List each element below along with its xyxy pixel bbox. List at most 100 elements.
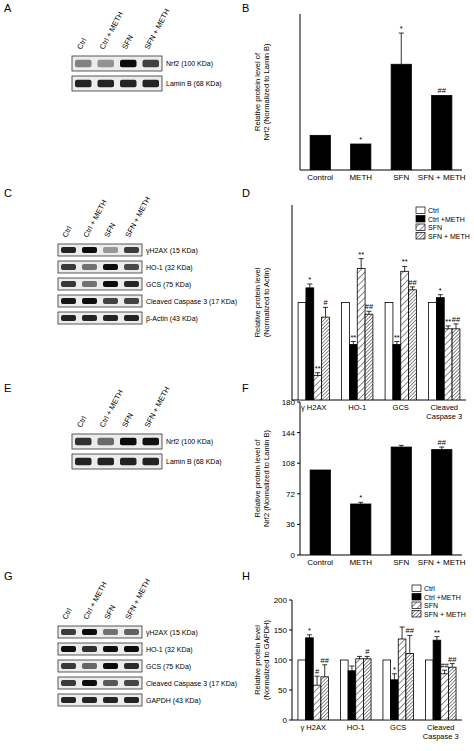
error-bar	[315, 676, 320, 685]
error-cap	[400, 627, 405, 628]
row-label: HO-1 (32 KDa)	[146, 264, 193, 272]
bars	[310, 33, 452, 170]
error-line	[452, 664, 453, 668]
band	[82, 315, 97, 321]
lane-label: SFN + METH	[123, 577, 152, 621]
error-bar	[400, 627, 405, 639]
label-line: Cleaved	[427, 723, 455, 732]
error-bar	[365, 656, 370, 658]
band	[82, 298, 97, 304]
label-line: GCS	[390, 723, 406, 732]
significance-mark: **	[358, 250, 364, 259]
significance-mark: ##	[448, 655, 457, 664]
y-tick	[297, 493, 300, 494]
error-bar	[307, 635, 312, 638]
error-line	[402, 627, 403, 639]
band	[61, 646, 76, 652]
significance-mark: ##	[408, 278, 417, 287]
label-line: Control	[307, 558, 333, 567]
x-tick-label: SFN + METH	[418, 173, 466, 182]
band	[103, 247, 118, 253]
bar	[306, 288, 314, 400]
bar	[340, 660, 348, 720]
error-line	[448, 326, 449, 329]
x-tick-label: METH	[349, 558, 372, 567]
significance-mark: ##	[406, 626, 415, 635]
band	[103, 629, 118, 635]
bar	[310, 135, 330, 170]
significance-mark: #	[323, 298, 328, 307]
label-line: METH	[349, 558, 372, 567]
error-bar	[446, 326, 451, 329]
legend-label: SFN	[424, 602, 438, 609]
blot-strip	[72, 454, 162, 469]
error-line	[394, 674, 395, 680]
bar	[432, 95, 452, 170]
lane-label: Ctrl	[60, 224, 74, 239]
figure: ACtrlCtrl + METHSFNSFN + METHNrf2 (100 K…	[0, 0, 474, 751]
blot-strip	[58, 643, 142, 655]
band	[103, 264, 118, 270]
y-tick-label: 0	[283, 716, 288, 725]
error-line	[309, 635, 310, 638]
significance-mark: *	[308, 275, 311, 284]
band	[124, 646, 139, 652]
error-line	[440, 295, 441, 298]
bar	[306, 638, 314, 720]
y-tick-label: 0	[291, 551, 296, 560]
error-bar	[315, 373, 320, 376]
x-tick-label: γ H2AX	[301, 403, 326, 412]
band	[143, 60, 160, 68]
band	[75, 458, 92, 466]
label-line: Caspase 3	[426, 412, 462, 421]
error-cap	[349, 666, 354, 667]
label-line: Cleaved	[430, 403, 458, 412]
lane-label: Ctrl	[75, 36, 89, 51]
bar	[448, 667, 456, 720]
y-axis-label: Nrf2 (Normalized to Lamin B)	[262, 43, 271, 141]
blot-strip	[72, 76, 162, 91]
label-line: Control	[307, 173, 333, 182]
band	[124, 663, 139, 669]
legend-swatch	[412, 602, 421, 609]
significance-mark: *	[359, 493, 362, 502]
label-line: γ H2AX	[301, 723, 326, 732]
row-label: Lamin B (68 KDa)	[166, 458, 222, 466]
bar	[313, 685, 321, 720]
legend-label: Ctrl	[428, 207, 439, 214]
blot-strip	[58, 261, 142, 273]
band	[143, 438, 160, 446]
row-label: GCS (75 KDa)	[146, 281, 191, 289]
x-tick-label: γ H2AX	[301, 723, 326, 732]
label-line: SFN	[393, 173, 409, 182]
legend-label: Ctrl +METH	[424, 594, 461, 601]
y-tick-label: 50	[278, 686, 287, 695]
bar	[425, 660, 433, 720]
error-bar	[394, 342, 399, 345]
band	[98, 438, 115, 446]
bar	[441, 674, 449, 720]
lane-label: SFN + METH	[143, 385, 172, 429]
error-bar	[399, 33, 404, 64]
significance-mark: #	[315, 667, 320, 676]
y-tick-label: 108	[282, 459, 296, 468]
y-tick	[289, 720, 292, 721]
lane-label: SFN + METH	[143, 7, 172, 51]
label-line: SFN + METH	[418, 558, 466, 567]
band	[103, 315, 118, 321]
error-bar	[357, 656, 362, 658]
bar	[393, 344, 401, 400]
label-line: HO-1	[348, 403, 366, 412]
bar	[409, 290, 417, 400]
error-bar	[399, 445, 404, 447]
band	[61, 315, 76, 321]
band	[61, 298, 76, 304]
band	[124, 680, 139, 686]
band	[103, 646, 118, 652]
significance-mark: ##	[365, 302, 374, 311]
label-line: HO-1	[347, 723, 365, 732]
y-axis	[300, 14, 301, 170]
band	[61, 663, 76, 669]
band	[120, 438, 137, 446]
band	[61, 680, 76, 686]
